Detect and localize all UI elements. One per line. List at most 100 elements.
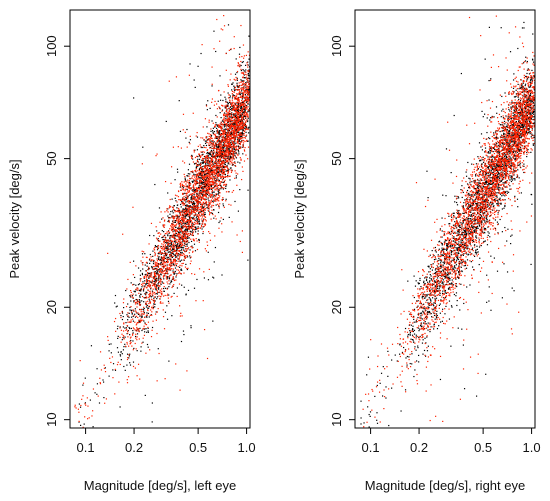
scatter-point (213, 178, 216, 181)
scatter-point (229, 119, 231, 121)
scatter-point (103, 364, 105, 366)
scatter-point (184, 234, 186, 236)
scatter-point (149, 234, 151, 237)
scatter-point (227, 116, 229, 118)
scatter-point (143, 296, 145, 299)
scatter-point (209, 176, 211, 179)
scatter-point (183, 221, 185, 223)
scatter-point (222, 154, 224, 156)
scatter-point (186, 243, 188, 245)
scatter-point (240, 107, 242, 109)
scatter-point (225, 98, 227, 100)
scatter-point (204, 176, 207, 179)
scatter-point (171, 245, 173, 247)
scatter-point (202, 219, 205, 221)
scatter-point (222, 148, 225, 150)
scatter-point (198, 163, 200, 165)
scatter-point (172, 263, 175, 265)
scatter-point (143, 307, 145, 310)
scatter-point (193, 186, 195, 188)
scatter-point (208, 167, 211, 170)
scatter-point (233, 143, 236, 145)
scatter-point (88, 417, 90, 419)
scatter-point (206, 191, 208, 193)
scatter-point (230, 153, 233, 155)
scatter-point (162, 244, 164, 246)
scatter-point (134, 303, 137, 305)
scatter-point (228, 111, 230, 113)
scatter-point (247, 116, 249, 118)
scatter-point (126, 379, 128, 381)
scatter-point (248, 69, 250, 71)
scatter-point (119, 312, 121, 315)
scatter-point (178, 237, 180, 239)
scatter-point (214, 155, 217, 157)
scatter-point (81, 398, 83, 400)
scatter-point (221, 231, 223, 233)
scatter-point (248, 90, 250, 93)
scatter-point (244, 150, 246, 152)
scatter-point (202, 187, 204, 189)
scatter-point (178, 254, 180, 256)
scatter-point (213, 130, 216, 133)
scatter-point (223, 114, 225, 117)
scatter-point (240, 105, 242, 107)
scatter-point (179, 220, 181, 222)
scatter-point (221, 138, 223, 140)
scatter-point (131, 309, 133, 311)
scatter-point (139, 296, 141, 298)
scatter-point (181, 223, 183, 225)
scatter-point (200, 224, 203, 227)
scatter-point (129, 364, 132, 366)
scatter-point (190, 209, 193, 211)
scatter-point (208, 168, 210, 170)
scatter-point (148, 298, 150, 300)
scatter-point (242, 93, 244, 95)
scatter-point (201, 189, 203, 191)
scatter-point (205, 105, 208, 107)
scatter-point (176, 227, 179, 229)
scatter-point (149, 253, 151, 256)
scatter-point (246, 97, 248, 99)
scatter-point (174, 194, 177, 196)
scatter-point (238, 119, 240, 121)
scatter-point (193, 208, 195, 210)
scatter-point (231, 112, 233, 114)
scatter-point (136, 333, 139, 335)
scatter-point (235, 114, 237, 116)
scatter-point (116, 305, 118, 307)
scatter-point (226, 108, 228, 110)
scatter-point (188, 228, 190, 230)
scatter-point (155, 275, 157, 278)
scatter-point (159, 246, 162, 248)
scatter-point (190, 217, 192, 219)
scatter-point (205, 137, 207, 139)
scatter-point (212, 320, 214, 322)
scatter-point (237, 210, 239, 212)
scatter-point (230, 119, 233, 122)
scatter-point (240, 141, 242, 143)
scatter-point (211, 172, 213, 174)
scatter-point (242, 126, 244, 128)
scatter-point (161, 230, 163, 232)
scatter-point (172, 225, 174, 227)
scatter-point (178, 253, 180, 255)
scatter-point (181, 238, 183, 240)
scatter-point (174, 250, 176, 252)
scatter-point (186, 245, 188, 247)
scatter-point (237, 102, 239, 104)
scatter-point (236, 102, 239, 104)
scatter-point (153, 297, 155, 299)
scatter-point (211, 192, 213, 194)
scatter-point (217, 148, 220, 150)
scatter-point (160, 245, 162, 248)
scatter-point (220, 217, 222, 219)
scatter-point (184, 189, 186, 191)
scatter-point (216, 180, 218, 182)
scatter-point (180, 242, 182, 244)
scatter-point (231, 154, 233, 156)
scatter-point (185, 205, 187, 207)
scatter-point (193, 179, 195, 182)
scatter-point (235, 128, 237, 131)
scatter-point (181, 199, 183, 201)
